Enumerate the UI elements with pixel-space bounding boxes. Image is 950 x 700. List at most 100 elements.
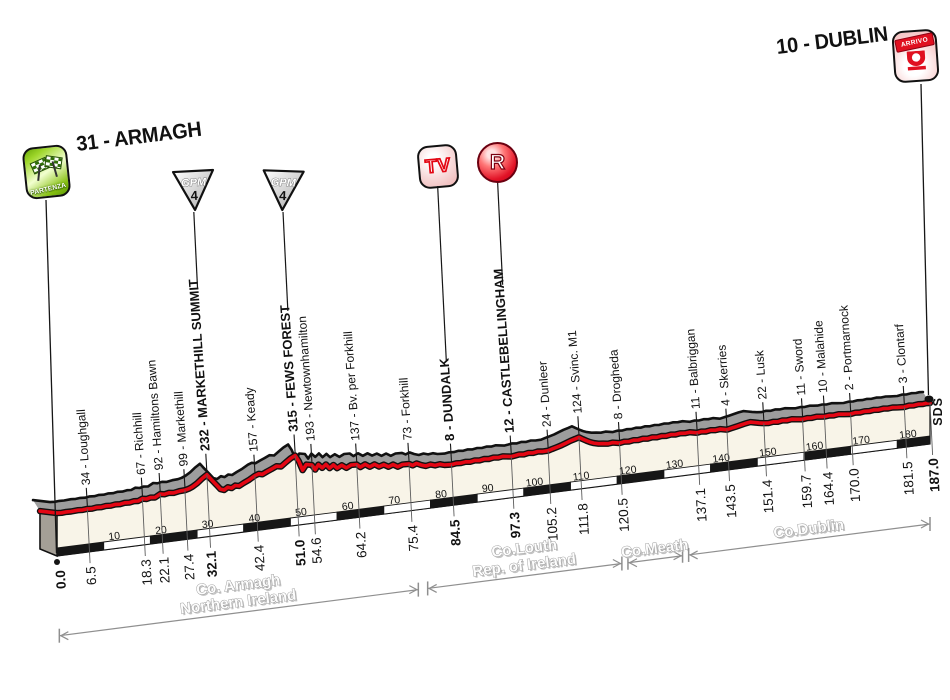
- waypoint-distance-line: [696, 432, 701, 485]
- ruler-tick-label: 120: [618, 464, 637, 478]
- waypoint-pointer-line: [140, 477, 143, 496]
- gpm-climb-marker: GPM 4: [170, 165, 218, 215]
- waypoint-distance-line: [356, 464, 361, 529]
- ruler-tick-label: 20: [154, 524, 167, 537]
- waypoint-km-label: 120.5: [615, 498, 632, 533]
- arrivo-label: ARRIVO: [894, 32, 935, 53]
- arrivo-connector-line: [920, 83, 930, 396]
- waypoint-pointer-line: [762, 402, 765, 421]
- ruler-tick-label: 180: [899, 428, 918, 442]
- region-bracket-arrow: [409, 585, 419, 595]
- region-bracket-arrow: [612, 558, 622, 569]
- waypoint-pointer-line: [617, 422, 621, 441]
- waypoint-km-label: 6.5: [83, 566, 99, 586]
- region-bracket-line: [627, 555, 683, 564]
- waypoint-label: 232 - MARKETHILL SUMMIT: [186, 279, 213, 452]
- waypoint-pointer-line: [849, 392, 852, 412]
- waypoint-pointer-line: [800, 398, 804, 417]
- waypoint-label: 12 - CASTLEBELLINGHAM: [491, 268, 517, 433]
- terrain-ridge-line: [31, 390, 925, 504]
- finish-trophy-icon: [906, 50, 926, 71]
- waypoint-distance-line: [510, 456, 515, 509]
- waypoint-distance-line: [254, 475, 259, 542]
- waypoint-pointer-line: [407, 442, 410, 461]
- region-bracket-arrow: [59, 631, 69, 641]
- tv-zone-icon: TV: [415, 143, 460, 190]
- waypoint-km-label: 84.5: [447, 519, 463, 547]
- region-bracket-line: [59, 589, 419, 637]
- flag-pole: [37, 164, 41, 181]
- waypoint-label: 8 - Drogheda: [606, 349, 625, 420]
- ruler-segment: [896, 435, 931, 449]
- waypoint-pointer-line: [253, 454, 256, 473]
- gpm-label: GPM: [181, 176, 207, 189]
- ruler-tick-label: 100: [525, 476, 544, 490]
- waypoint-km-label: 97.3: [507, 511, 523, 539]
- waypoint-km-label: 151.4: [760, 479, 777, 514]
- waypoint-pointer-line: [85, 487, 88, 506]
- refreshment-zone-icon: R: [477, 142, 519, 183]
- tv-label: TV: [423, 154, 452, 179]
- finish-cap: [924, 395, 934, 403]
- ruler-tick-label: 50: [295, 506, 308, 519]
- waypoint-km-label: 159.7: [798, 474, 815, 509]
- waypoint-label: 8 - DUNDALK: [436, 357, 457, 442]
- region-bracket-line: [688, 523, 931, 556]
- waypoint-km-label: 164.4: [820, 471, 837, 506]
- gpm-category: 4: [279, 188, 288, 203]
- waypoint-pointer-line: [158, 472, 161, 492]
- waypoint-label: 11 - Balbriggan: [683, 328, 703, 409]
- waypoint-km-label: 170.0: [846, 468, 863, 503]
- waypoint-km-label: 105.2: [544, 507, 561, 542]
- waypoint-pointer-line: [310, 443, 313, 462]
- waypoint-pointer-line: [509, 435, 512, 454]
- waypoint-label: 99 - Markethill: [171, 391, 190, 467]
- waypoint-pointer-line: [355, 443, 358, 462]
- road-line: [38, 401, 932, 515]
- ruler-tick-label: 70: [388, 494, 401, 507]
- waypoint-distance-line: [206, 474, 211, 548]
- waypoint-label: 10 - Malahide: [811, 320, 830, 394]
- waypoint-distance-line: [141, 498, 146, 557]
- waypoint-pointer-line: [183, 469, 186, 488]
- waypoint-distance-line: [824, 416, 828, 469]
- waypoint-label: 67 - Richhill: [130, 412, 148, 476]
- ruler-tick-label: 90: [481, 482, 494, 495]
- waypoint-label: 73 - Forkhill: [396, 377, 414, 441]
- region-bracket-arrow: [688, 550, 698, 560]
- ruler-tick-label: 150: [758, 446, 777, 460]
- waypoint-km-label: 51.0: [292, 539, 308, 566]
- waypoint-km-label: 27.4: [181, 553, 197, 581]
- waypoint-distance-line: [850, 413, 854, 466]
- waypoint-pointer-line: [577, 416, 580, 435]
- r-label: R: [489, 150, 506, 174]
- waypoint-label: 3 - Clontarf: [892, 323, 910, 384]
- waypoint-distance-line: [86, 508, 91, 564]
- waypoint-distance-line: [619, 443, 623, 495]
- waypoint-label: 124 - Svinc. M1: [565, 330, 585, 414]
- waypoint-distance-line: [903, 406, 908, 459]
- ruler-tick-label: 140: [712, 452, 731, 466]
- waypoint-distance-line: [547, 450, 552, 505]
- region-bracket-arrow: [628, 558, 638, 568]
- ruler-tick-label: 60: [341, 500, 354, 513]
- ruler-tick-label: 10: [108, 530, 121, 543]
- waypoint-label: 24 - Dunleer: [535, 361, 554, 428]
- waypoint-distance-line: [408, 463, 413, 522]
- r-connector-line: [496, 180, 504, 285]
- waypoint-pointer-line: [822, 395, 826, 414]
- waypoint-label: 157 - Keady: [242, 387, 260, 453]
- region-bracket-arrow: [427, 583, 437, 593]
- ruler-tick-label: 40: [248, 512, 261, 525]
- ruler-tick-label: 170: [852, 434, 871, 448]
- waypoint-distance-line: [763, 423, 767, 477]
- region-bracket-arrow: [673, 551, 683, 561]
- waypoint-distance-line: [311, 464, 316, 535]
- waypoint-km-label: 75.4: [405, 524, 421, 552]
- waypoint-km-label: 22.1: [156, 557, 172, 584]
- gpm-connector-line: [193, 211, 199, 290]
- arrivo-finish-icon: ARRIVO: [891, 28, 940, 84]
- waypoint-km-label: 187.0: [926, 458, 943, 493]
- terrain-band: [33, 392, 930, 514]
